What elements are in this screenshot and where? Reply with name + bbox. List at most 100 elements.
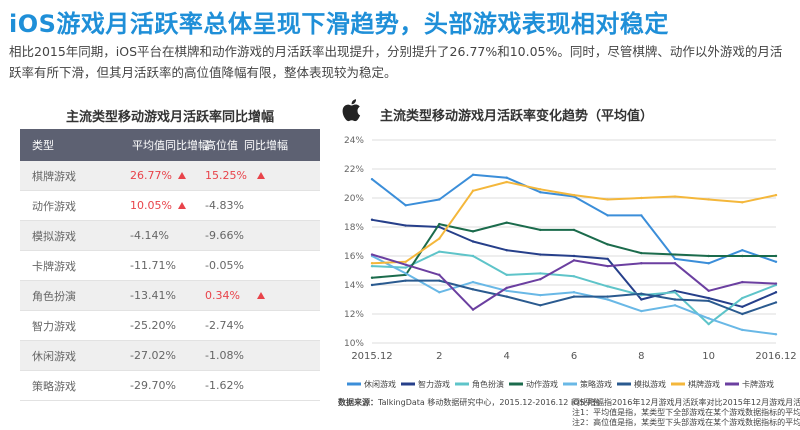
x-tick-label: 2015.12 <box>351 351 392 362</box>
cell-type: 棋牌游戏 <box>32 169 76 183</box>
data-point <box>539 272 542 275</box>
data-point <box>539 228 542 232</box>
data-point <box>774 254 778 258</box>
data-point <box>640 292 643 295</box>
data-point <box>673 195 677 198</box>
data-point <box>774 260 778 263</box>
cell-type: 智力游戏 <box>32 319 76 333</box>
header-high-label: 高位值 <box>205 139 238 152</box>
legend-label: 动作游戏 <box>526 379 558 389</box>
cell-avg-value: -11.71% <box>130 259 176 272</box>
data-point <box>471 280 475 284</box>
header-avg-yoy: 同比增幅 <box>165 139 209 152</box>
table-row: 角色扮演 -13.41% 0.34% <box>20 281 320 311</box>
cell-avg: -29.70% <box>80 379 176 392</box>
source-text: TalkingData 移动数据研究中心，2015.12-2016.12 iOS… <box>378 398 601 407</box>
data-point <box>673 257 677 261</box>
cell-high: -2.74% <box>175 319 320 332</box>
x-tick-label: 2016.12 <box>755 351 796 362</box>
cell-avg-value: -27.02% <box>130 349 176 362</box>
data-point <box>741 280 744 284</box>
cell-high-value: -4.83% <box>205 199 244 212</box>
data-point <box>438 198 441 201</box>
cell-high-value: -9.66% <box>205 229 244 242</box>
data-point <box>539 188 542 191</box>
data-point <box>606 285 609 288</box>
cell-type: 模拟游戏 <box>32 229 76 243</box>
data-point <box>774 282 778 285</box>
footnote-note-1: 注1：平均值是指，某类型下全部游戏在某个游戏数据指标的平均值 <box>572 408 800 417</box>
data-point <box>640 196 643 200</box>
y-tick-label: 14% <box>344 281 364 291</box>
chart-title: 主流类型移动游戏月活跃率变化趋势（平均值） <box>380 109 654 124</box>
data-point <box>370 264 374 268</box>
y-tick-label: 24% <box>344 136 364 146</box>
data-point <box>471 288 475 291</box>
y-tick-label: 18% <box>344 223 364 233</box>
data-point <box>707 254 710 258</box>
data-point <box>404 272 407 275</box>
legend-label: 休闲游戏 <box>364 379 396 389</box>
data-point <box>404 266 407 269</box>
apple-icon <box>342 99 361 122</box>
yoy-table: 类型 平均值 同比增幅 高位值 同比增幅 棋牌游戏 26.77% 15.25% 动作游… <box>20 129 320 401</box>
data-point <box>640 251 643 255</box>
data-point <box>438 291 441 294</box>
footnote-source: 数据来源：TalkingData 移动数据研究中心，2015.12-2016.1… <box>338 397 601 408</box>
data-point <box>606 257 609 261</box>
legend-label: 角色扮演 <box>472 379 504 389</box>
table-header: 类型 平均值 同比增幅 高位值 同比增幅 <box>20 129 320 161</box>
data-point <box>505 295 508 298</box>
table-row: 模拟游戏 -4.14% -9.66% <box>20 221 320 251</box>
data-point <box>572 259 576 262</box>
data-point <box>505 273 508 277</box>
cell-type: 卡牌游戏 <box>32 259 76 273</box>
data-point <box>774 291 778 294</box>
table-row: 卡牌游戏 -11.71% -0.05% <box>20 251 320 281</box>
cell-type: 策略游戏 <box>32 379 76 393</box>
data-point <box>707 289 710 292</box>
y-tick-label: 20% <box>344 194 364 204</box>
data-point <box>370 283 374 287</box>
data-point <box>606 243 609 246</box>
series-line-7 <box>371 253 777 311</box>
cell-high: -1.62% <box>175 379 320 392</box>
header-avg-label: 平均值 <box>132 139 165 152</box>
data-point <box>505 249 508 252</box>
data-point <box>707 262 710 265</box>
cell-high-value: 15.25% <box>205 169 247 182</box>
data-point <box>370 262 374 265</box>
data-point <box>606 295 609 298</box>
data-point <box>370 177 374 181</box>
data-point <box>471 189 475 192</box>
data-point <box>471 240 475 243</box>
y-tick-label: 10% <box>344 339 364 349</box>
data-point <box>505 289 508 292</box>
cell-avg: -27.02% <box>80 349 176 362</box>
data-point <box>539 278 542 281</box>
cell-high-value: -2.74% <box>205 319 244 332</box>
legend-label: 模拟游戏 <box>634 379 666 389</box>
legend-label: 卡牌游戏 <box>742 379 774 389</box>
header-avg: 平均值 同比增幅 <box>80 137 209 153</box>
cell-high-value: -1.62% <box>205 379 244 392</box>
data-point <box>505 286 508 290</box>
data-point <box>539 253 542 256</box>
data-point <box>539 293 542 297</box>
data-point <box>741 249 744 252</box>
data-point <box>640 214 643 217</box>
cell-avg: 26.77% <box>80 169 186 182</box>
data-point <box>404 260 407 263</box>
data-point <box>673 291 677 294</box>
cell-high: 0.34% <box>175 289 320 302</box>
data-point <box>673 304 677 307</box>
table-row: 智力游戏 -25.20% -2.74% <box>20 311 320 341</box>
header-type: 类型 <box>32 139 54 152</box>
cell-high-value: -0.05% <box>205 259 244 272</box>
data-point <box>741 254 744 258</box>
series-line-4 <box>371 255 777 336</box>
data-point <box>606 214 609 217</box>
data-point <box>572 193 576 197</box>
cell-avg: 10.05% <box>80 199 186 212</box>
